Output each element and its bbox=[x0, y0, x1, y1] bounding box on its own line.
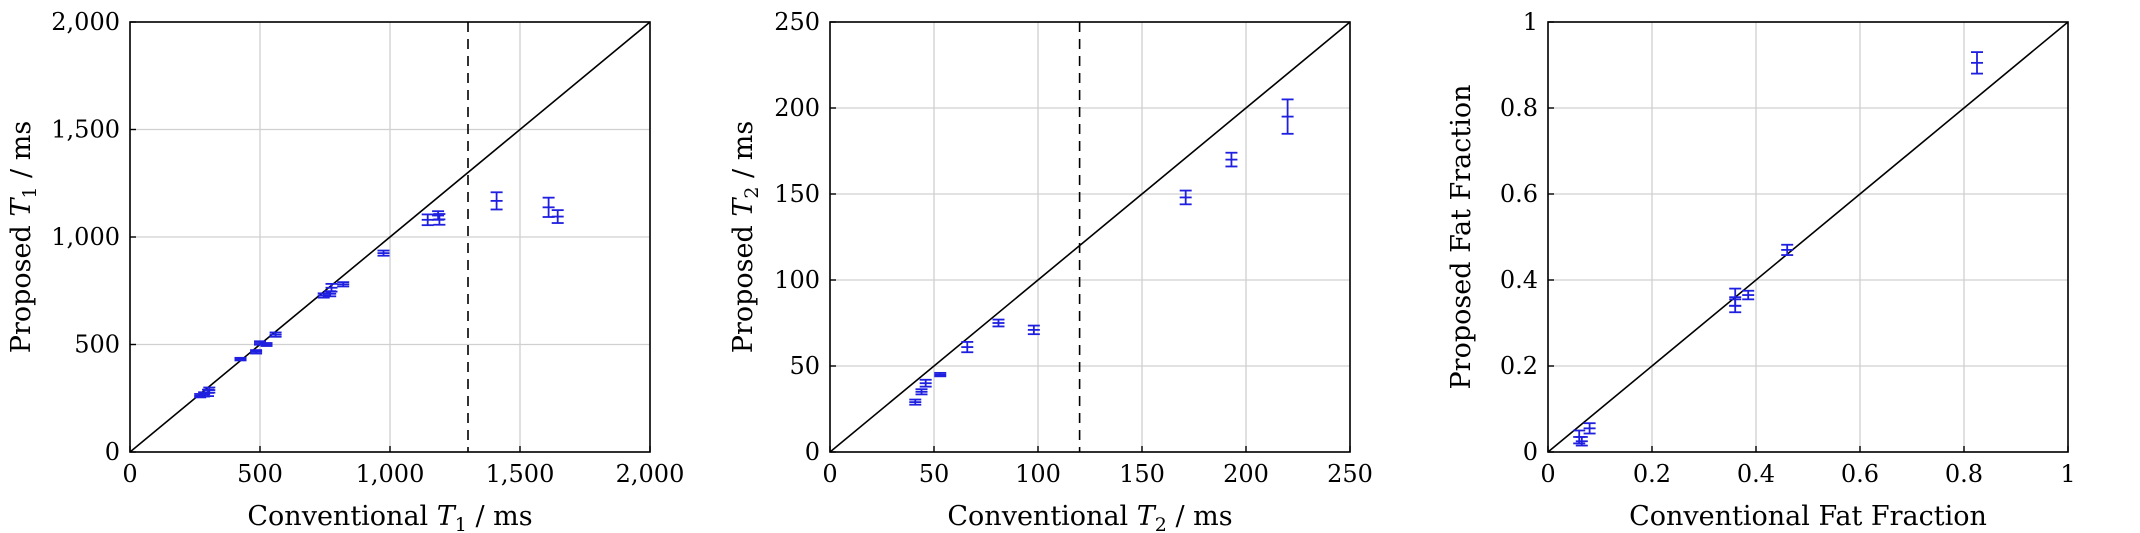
panel-t1-data-point-5 bbox=[250, 349, 263, 355]
panel-t2-data-point-0 bbox=[909, 398, 922, 406]
panel-fat-fraction-frame bbox=[1547, 21, 2069, 453]
panel-t1-xtick-label-0: 0 bbox=[122, 460, 137, 488]
panel-t1-ytick-label-2: 1,000 bbox=[51, 223, 120, 251]
panel-t2-data-point-5 bbox=[992, 318, 1005, 328]
panel-t2-ytick-label-3: 150 bbox=[774, 180, 820, 208]
panel-t1-data-point-7 bbox=[260, 342, 273, 347]
panel-t1-xtick-label-2: 1,000 bbox=[356, 460, 425, 488]
t1-ylabel: Proposed T1 / ms bbox=[6, 121, 41, 353]
t2-ylabel: Proposed T2 / ms bbox=[728, 121, 763, 353]
panel-t2-identity-line bbox=[829, 21, 1351, 453]
panel-t2-xtick-label-3: 150 bbox=[1119, 460, 1165, 488]
panel-t2-xtick-label-0: 0 bbox=[822, 460, 837, 488]
panel-t1-data-point-11 bbox=[325, 282, 338, 293]
ff-ylabel: Proposed Fat Fraction bbox=[1446, 85, 1477, 390]
panel-fat-fraction-xtick-label-3: 0.6 bbox=[1841, 460, 1879, 488]
panel-t2: 0 50 100 150 200 250 0 50 100 150 200 250 Proposed … bbox=[728, 8, 1373, 533]
panel-t1-data-point-16 bbox=[433, 213, 446, 226]
panel-fat-fraction-data-point-6 bbox=[1781, 243, 1794, 256]
panel-t2-data-point-3 bbox=[934, 371, 947, 378]
panel-fat-fraction-ytick-label-1: 0.2 bbox=[1500, 352, 1538, 380]
panel-t1-data-point-19 bbox=[551, 209, 564, 224]
panel-t2-data-point-8 bbox=[1225, 151, 1238, 168]
panel-t2-ytick-label-4: 200 bbox=[774, 94, 820, 122]
panel-fat-fraction-identity-line bbox=[1547, 21, 2069, 453]
panel-t2-xtick-label-1: 50 bbox=[919, 460, 950, 488]
panel-fat-fraction: 0 0.2 0.4 0.6 0.8 1 0 0.2 0.4 0.6 0.8 1 Proposed Fa… bbox=[1446, 8, 2076, 532]
panel-fat-fraction-ytick-label-4: 0.8 bbox=[1500, 94, 1538, 122]
panel-t2-ytick-label-2: 100 bbox=[774, 266, 820, 294]
panel-t1-ytick-label-3: 1,500 bbox=[51, 116, 120, 144]
panel-t1-data-point-14 bbox=[421, 213, 434, 227]
panel-t1-xtick-label-4: 2,000 bbox=[616, 460, 685, 488]
panel-fat-fraction-data-point-2 bbox=[1583, 422, 1596, 435]
t1-xlabel: Conventional T1 / ms bbox=[247, 501, 532, 533]
panel-t1-xtick-label-1: 500 bbox=[237, 460, 283, 488]
panel-t1-data-point-17 bbox=[490, 191, 503, 211]
panel-fat-fraction-data-point-7 bbox=[1971, 51, 1983, 75]
panel-fat-fraction-data-point-4 bbox=[1729, 298, 1742, 314]
panel-t1-data-point-13 bbox=[377, 249, 390, 257]
panel-t1-data-point-18 bbox=[542, 196, 555, 218]
panel-t1-xtick-label-3: 1,500 bbox=[486, 460, 555, 488]
panel-fat-fraction-xtick-label-2: 0.4 bbox=[1737, 460, 1775, 488]
panel-t1: 0 500 1,000 1,500 2,000 0 500 1,000 1,500 2,000 P… bbox=[6, 8, 684, 533]
panel-fat-fraction-xtick-label-1: 0.2 bbox=[1633, 460, 1671, 488]
panel-t2-data-point-2 bbox=[919, 378, 932, 388]
panel-fat-fraction-xtick-label-5: 1 bbox=[2060, 460, 2075, 488]
panel-t1-data-point-4 bbox=[234, 356, 247, 362]
panel-t2-data-point-1 bbox=[915, 388, 928, 396]
panel-t1-data-point-12 bbox=[337, 281, 350, 288]
panel-t2-data-point-4 bbox=[961, 341, 974, 354]
panel-t2-ytick-label-0: 0 bbox=[805, 438, 820, 466]
panel-fat-fraction-ytick-label-0: 0 bbox=[1523, 438, 1538, 466]
panel-t1-data-point-8 bbox=[269, 331, 282, 338]
panel-t2-ytick-label-1: 50 bbox=[789, 352, 820, 380]
t2-xlabel: Conventional T2 / ms bbox=[947, 501, 1232, 533]
panel-fat-fraction-xtick-label-0: 0 bbox=[1540, 460, 1555, 488]
panel-t2-xtick-label-2: 100 bbox=[1015, 460, 1061, 488]
panel-t2-plot-area: 0 50 100 150 200 250 0 50 100 150 200 250 bbox=[774, 8, 1373, 488]
panel-fat-fraction-ytick-label-2: 0.4 bbox=[1500, 266, 1538, 294]
panel-t2-frame bbox=[829, 21, 1351, 453]
panel-fat-fraction-plot-area: 0 0.2 0.4 0.6 0.8 1 0 0.2 0.4 0.6 0.8 1 bbox=[1500, 8, 2076, 488]
panel-t2-ytick-label-5: 250 bbox=[774, 8, 820, 36]
panel-t2-xtick-label-4: 200 bbox=[1223, 460, 1269, 488]
panel-t1-identity-line bbox=[129, 21, 651, 453]
panel-t2-data-point-6 bbox=[1027, 324, 1040, 336]
panel-t2-data-point-7 bbox=[1179, 189, 1192, 206]
panel-t2-data-point-9 bbox=[1281, 98, 1294, 135]
panel-fat-fraction-data-point-1 bbox=[1575, 436, 1588, 447]
panel-t1-data-point-3 bbox=[203, 386, 216, 394]
panel-t1-ytick-label-4: 2,000 bbox=[51, 8, 120, 36]
panel-t1-ytick-label-1: 500 bbox=[74, 331, 120, 359]
panel-fat-fraction-data-point-5 bbox=[1742, 289, 1755, 301]
panel-t1-ytick-label-0: 0 bbox=[105, 438, 120, 466]
panel-t1-plot-area: 0 500 1,000 1,500 2,000 0 500 1,000 1,500 2,000 bbox=[51, 8, 684, 488]
panel-t2-xtick-label-5: 250 bbox=[1327, 460, 1373, 488]
panel-fat-fraction-xtick-label-4: 0.8 bbox=[1945, 460, 1983, 488]
ff-xlabel: Conventional Fat Fraction bbox=[1629, 501, 1987, 532]
panel-fat-fraction-ytick-label-3: 0.6 bbox=[1500, 180, 1538, 208]
panel-fat-fraction-ytick-label-5: 1 bbox=[1523, 8, 1538, 36]
